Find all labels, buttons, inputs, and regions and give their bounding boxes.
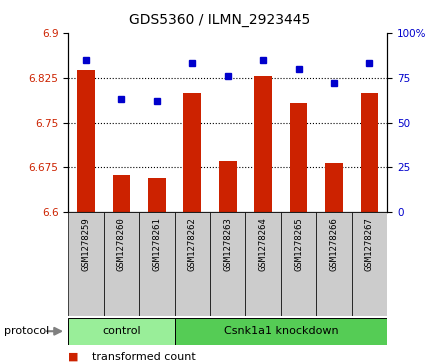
Bar [254,76,272,212]
Text: GSM1278259: GSM1278259 [81,217,91,271]
Bar [316,212,352,316]
Text: GDS5360 / ILMN_2923445: GDS5360 / ILMN_2923445 [129,13,311,27]
Text: ■: ■ [68,352,79,362]
Bar [68,318,175,345]
Text: GSM1278263: GSM1278263 [223,217,232,271]
Text: protocol: protocol [4,326,50,336]
Bar [352,212,387,316]
Bar [246,212,281,316]
Text: Csnk1a1 knockdown: Csnk1a1 knockdown [224,326,338,336]
Bar [183,93,201,212]
Bar [210,212,246,316]
Text: transformed count: transformed count [92,352,196,362]
Bar [325,163,343,212]
Bar [175,318,387,345]
Text: GSM1278267: GSM1278267 [365,217,374,271]
Bar [113,175,130,212]
Bar [104,212,139,316]
Bar [68,212,104,316]
Bar [290,103,308,212]
Text: GSM1278265: GSM1278265 [294,217,303,271]
Bar [139,212,175,316]
Bar [219,162,237,212]
Bar [77,70,95,212]
Bar [148,178,166,212]
Text: GSM1278260: GSM1278260 [117,217,126,271]
Bar [281,212,316,316]
Text: GSM1278264: GSM1278264 [259,217,268,271]
Text: GSM1278262: GSM1278262 [188,217,197,271]
Text: GSM1278266: GSM1278266 [330,217,338,271]
Bar [361,93,378,212]
Text: GSM1278261: GSM1278261 [152,217,161,271]
Bar [175,212,210,316]
Text: control: control [102,326,141,336]
